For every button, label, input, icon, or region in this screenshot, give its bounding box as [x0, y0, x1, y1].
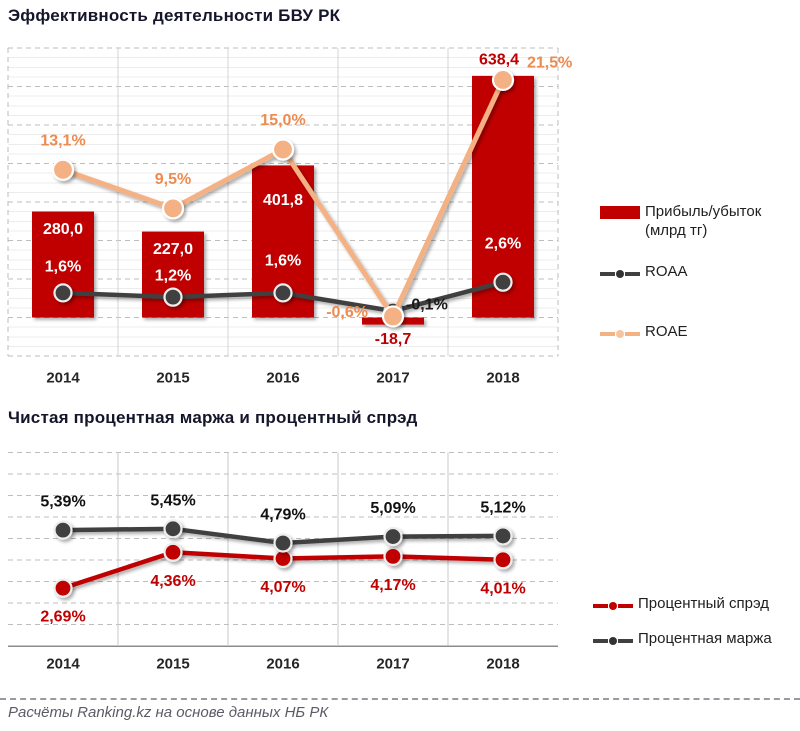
profit-label-2016: 401,8: [263, 192, 303, 209]
roaa-marker-2015: [163, 287, 183, 307]
x-axis-label-2014: 2014: [46, 656, 80, 673]
x-axis-label-2016: 2016: [266, 656, 299, 673]
margin-label-2014: 5,39%: [40, 494, 85, 511]
margin-marker-2014: [53, 520, 73, 540]
spread-swatch: [593, 602, 633, 610]
margin-marker-2016: [273, 533, 293, 553]
profit-label-2018: 638,4: [479, 51, 519, 68]
x-axis-label-2016: 2016: [266, 370, 299, 387]
roae-label-2018: 21,5%: [527, 54, 572, 71]
margin-marker-2017: [383, 526, 403, 547]
x-axis-label-2015: 2015: [156, 656, 189, 673]
source-note-divider: Расчёты Ranking.kz на основе данных НБ Р…: [0, 698, 800, 721]
roae-swatch: [600, 330, 640, 338]
roaa-label-2017: -0,1%: [406, 297, 448, 314]
legend-label-roae: ROAE: [645, 323, 688, 340]
roaa-label-2015: 1,2%: [155, 268, 191, 285]
spread-label-2016: 4,07%: [260, 579, 305, 596]
spread-marker-2017: [383, 546, 403, 566]
legend-item-roae: ROAE: [600, 323, 688, 342]
legend-label-profit: Прибыль/убыток (млрд тг): [645, 203, 762, 239]
margin-label-2016: 4,79%: [260, 507, 305, 524]
spread-marker-2014: [53, 578, 73, 598]
margin-swatch: [593, 637, 633, 645]
margin-spread-chart: 5,39% 5,45% 4,79% 5,09% 5,12% 2,69% 4,36% 4,07%…: [8, 452, 558, 673]
spread-marker-2015: [163, 542, 183, 562]
x-axis-label-2017: 2017: [376, 656, 409, 673]
legend-item-profit: Прибыль/убыток (млрд тг): [600, 203, 787, 241]
roae-marker-2018: [491, 68, 515, 92]
margin-marker-2018: [493, 526, 513, 546]
roaa-marker-2018: [493, 272, 513, 292]
spread-label-2014: 2,69%: [40, 609, 85, 626]
roaa-label-2014: 1,6%: [45, 258, 81, 275]
spread-label-2017: 4,17%: [370, 577, 415, 594]
roae-marker-2017: [381, 305, 405, 328]
profit-label-2015: 227,0: [153, 241, 193, 258]
spread-label-2015: 4,36%: [150, 573, 195, 590]
roaa-marker-2016: [273, 283, 293, 303]
roae-marker-2016: [271, 138, 295, 161]
roae-label-2015: 9,5%: [155, 171, 191, 188]
roae-label-2017: -0,6%: [326, 304, 368, 321]
roaa-marker-2014: [53, 283, 73, 303]
margin-label-2015: 5,45%: [150, 492, 195, 509]
x-axis-label-2018: 2018: [486, 656, 519, 673]
roaa-label-2018: 2,6%: [485, 236, 521, 253]
x-axis-label-2014: 2014: [46, 370, 80, 387]
legend-item-roaa: ROAA: [600, 263, 688, 282]
x-axis-label-2017: 2017: [376, 370, 409, 387]
profit-swatch: [600, 206, 640, 219]
legend-label-margin: Процентная маржа: [638, 630, 772, 647]
x-axis-label-2018: 2018: [486, 370, 519, 387]
profit-label-2014: 280,0: [43, 221, 83, 238]
x-axis-label-2015: 2015: [156, 370, 189, 387]
roaa-label-2016: 1,6%: [265, 252, 301, 269]
legend-item-spread: Процентный спрэд: [593, 595, 769, 614]
roae-marker-2014: [51, 158, 75, 181]
spread-label-2018: 4,01%: [480, 580, 525, 597]
roae-label-2014: 13,1%: [40, 132, 85, 149]
chart1-title: Эффективность деятельности БВУ РК: [8, 6, 341, 25]
margin-label-2018: 5,12%: [480, 499, 525, 516]
chart2-title: Чистая процентная маржа и процентный спр…: [8, 408, 418, 427]
source-note: Расчёты Ranking.kz на основе данных НБ Р…: [8, 704, 329, 721]
spread-marker-2018: [493, 550, 513, 570]
roaa-swatch: [600, 270, 640, 278]
margin-marker-2015: [163, 519, 183, 539]
margin-label-2017: 5,09%: [370, 500, 415, 517]
profit-roaa-roae-chart: 280,0 227,0 401,8 -18,7 638,4 1,6% 1,2% 1,6% -0,…: [7, 47, 572, 387]
roae-label-2016: 15,0%: [260, 112, 305, 129]
legend-label-roaa: ROAA: [645, 263, 688, 280]
profit-label-2017: -18,7: [375, 331, 412, 348]
legend-label-spread: Процентный спрэд: [638, 595, 770, 612]
legend-item-margin: Процентная маржа: [593, 630, 772, 649]
roae-marker-2015: [161, 197, 185, 220]
